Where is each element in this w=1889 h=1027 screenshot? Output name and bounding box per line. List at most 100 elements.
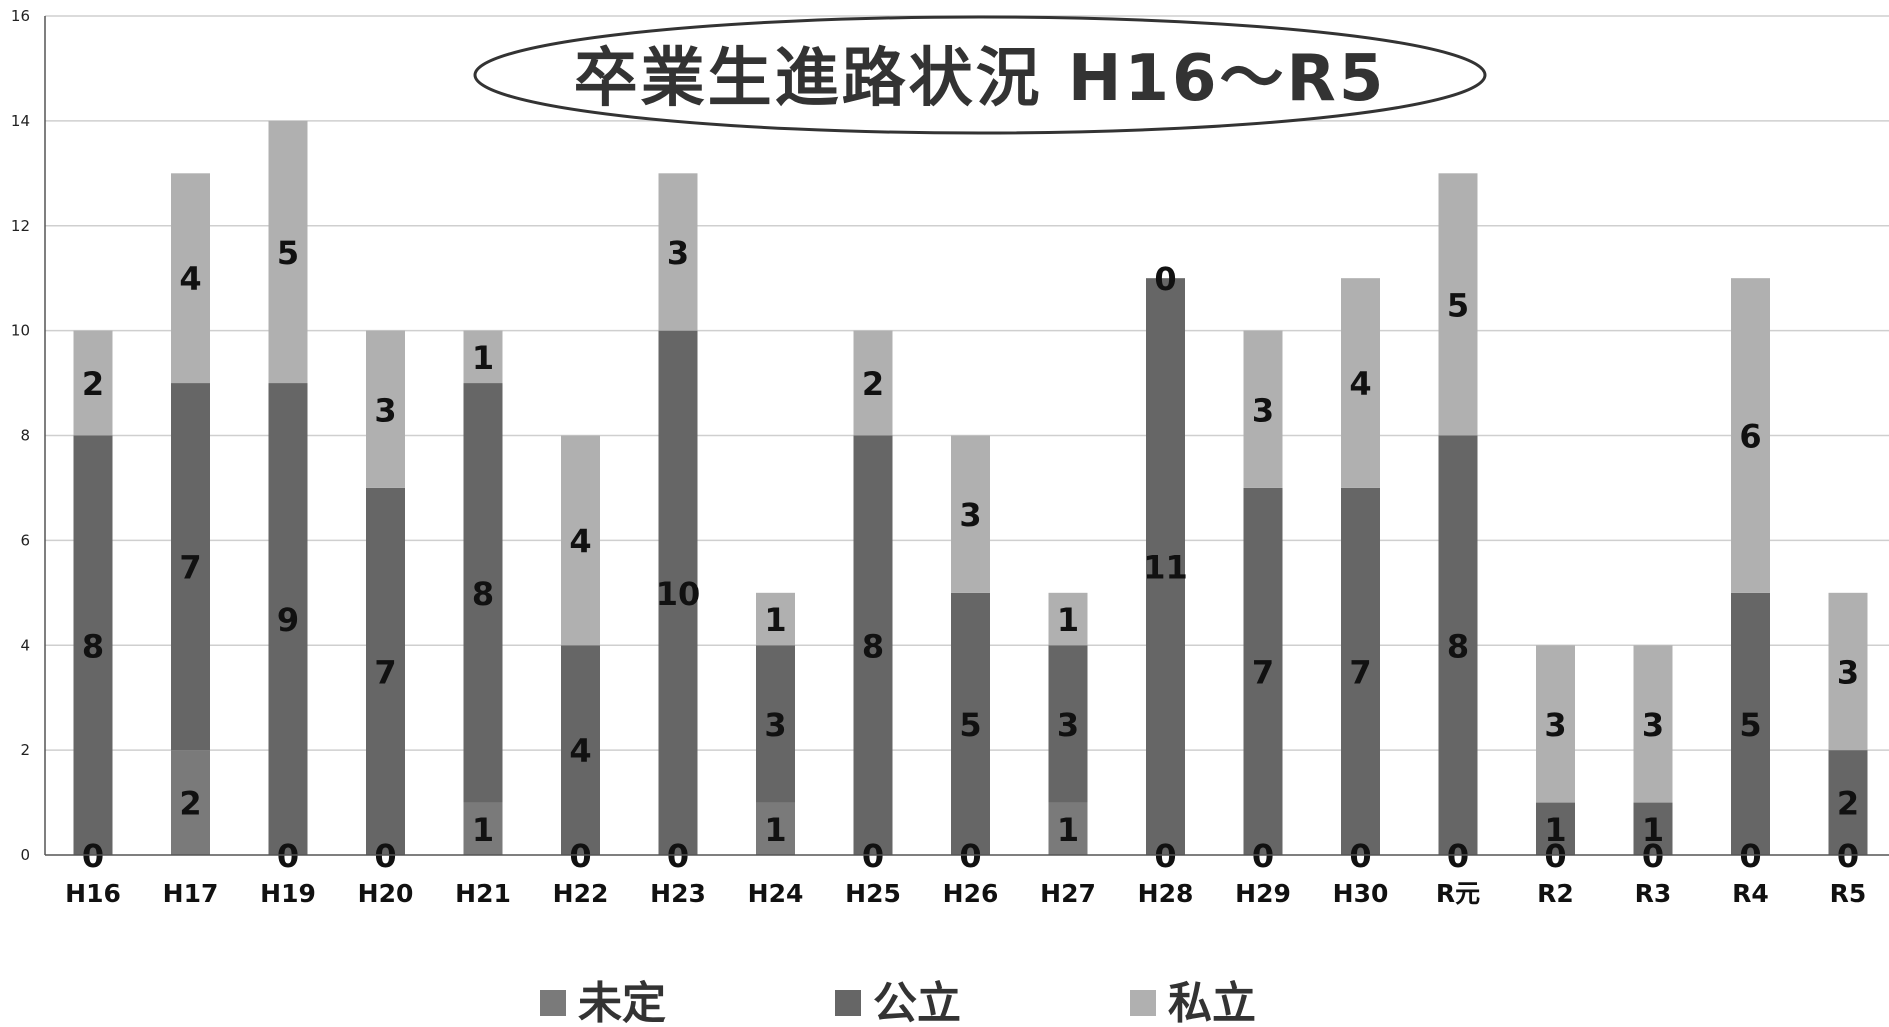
data-label: 0 [277, 837, 299, 875]
data-label: 0 [1642, 837, 1664, 875]
data-label: 1 [764, 601, 786, 639]
legend-label: 公立 [873, 978, 961, 1023]
x-tick-label: H24 [748, 879, 804, 908]
bar-segment-公立 [1146, 278, 1185, 855]
bar-segment-公立 [1633, 802, 1673, 855]
bar-segment-公立 [756, 645, 795, 803]
bar-segment-公立 [463, 383, 503, 803]
bar-segment-公立 [73, 435, 113, 855]
bar-segment-私立 [1828, 592, 1868, 751]
x-tick-label: H30 [1333, 879, 1389, 908]
data-label: 0 [1739, 837, 1761, 875]
x-tick-label: H17 [163, 879, 219, 908]
value-labels-layer: 0822740950731810440103131082053131011007… [82, 234, 1859, 875]
data-label: 11 [1143, 549, 1188, 587]
bar-segment-公立 [658, 330, 698, 855]
y-tick-label: 4 [20, 636, 30, 654]
data-label: 8 [862, 627, 884, 665]
y-tick-label: 2 [20, 741, 30, 759]
data-label: 5 [1739, 706, 1761, 744]
y-tick-label: 10 [11, 322, 30, 340]
bar-segment-私立 [561, 435, 600, 646]
data-label: 0 [667, 837, 689, 875]
bar-segment-未定 [1048, 802, 1088, 855]
chart-title: 卒業生進路状況 H16～R5 [574, 42, 1387, 116]
bar-segment-私立 [1243, 330, 1283, 488]
bar-segment-私立 [73, 330, 113, 436]
data-label: 1 [1057, 601, 1079, 639]
legend-swatch [1130, 990, 1156, 1016]
chart-title-group: 卒業生進路状況 H16～R5 [473, 15, 1487, 135]
bar-segment-私立 [756, 592, 795, 646]
y-tick-label: 6 [20, 531, 30, 549]
x-tick-label: R5 [1830, 879, 1867, 908]
legend-label: 私立 [1168, 978, 1256, 1023]
data-label: 4 [1349, 365, 1371, 403]
x-tick-label: R元 [1436, 879, 1480, 908]
data-label: 8 [472, 575, 494, 613]
bar-segment-私立 [658, 173, 698, 331]
data-label: 0 [374, 837, 396, 875]
data-label: 3 [667, 234, 689, 272]
bar-segment-公立 [171, 383, 210, 751]
data-label: 4 [569, 732, 591, 770]
bar-segment-公立 [1536, 802, 1575, 855]
data-label: 0 [862, 837, 884, 875]
data-label: 3 [374, 391, 396, 429]
data-label: 0 [1837, 837, 1859, 875]
bar-segment-公立 [1243, 487, 1283, 855]
data-label: 1 [1057, 811, 1079, 849]
data-label: 1 [1642, 811, 1664, 849]
data-label: 1 [764, 811, 786, 849]
data-label: 2 [82, 365, 104, 403]
bar-segment-私立 [1633, 645, 1673, 803]
bar-segment-公立 [951, 592, 990, 855]
data-label: 0 [569, 837, 591, 875]
x-tick-label: H23 [650, 879, 706, 908]
data-label: 1 [472, 339, 494, 377]
bar-segment-公立 [1048, 645, 1088, 803]
x-tick-label: H20 [358, 879, 414, 908]
bar-segment-未定 [171, 750, 210, 855]
bar-segment-私立 [1438, 173, 1478, 436]
x-tick-label: H27 [1040, 879, 1096, 908]
data-label: 1 [472, 811, 494, 849]
x-tick-label: H16 [65, 879, 121, 908]
x-tick-label: R4 [1732, 879, 1769, 908]
data-label: 3 [1642, 706, 1664, 744]
bar-segment-未定 [756, 802, 795, 855]
bar-segment-私立 [366, 330, 405, 488]
bar-segment-私立 [1341, 278, 1380, 488]
data-label: 7 [1349, 653, 1371, 691]
data-label: 2 [862, 365, 884, 403]
y-tick-label: 0 [20, 846, 30, 864]
y-tick-label: 8 [20, 427, 30, 445]
bar-segment-私立 [1536, 645, 1575, 803]
data-label: 0 [1544, 837, 1566, 875]
x-tick-label: H28 [1138, 879, 1194, 908]
data-label: 3 [1252, 391, 1274, 429]
data-label: 0 [959, 837, 981, 875]
data-label: 3 [1057, 706, 1079, 744]
bar-segment-公立 [1341, 487, 1380, 855]
data-label: 5 [1447, 286, 1469, 324]
data-label: 4 [179, 260, 201, 298]
data-label: 0 [82, 837, 104, 875]
bar-segment-公立 [366, 487, 405, 855]
bar-segment-公立 [1828, 750, 1868, 855]
bar-segment-私立 [463, 330, 503, 384]
data-label: 5 [277, 234, 299, 272]
bar-segment-私立 [1048, 592, 1088, 646]
bar-segment-公立 [1731, 592, 1770, 855]
bar-segment-公立 [561, 645, 600, 855]
bar-segment-私立 [268, 120, 308, 384]
x-tick-label: H21 [455, 879, 511, 908]
y-tick-label: 16 [11, 7, 30, 25]
data-label: 7 [1252, 653, 1274, 691]
x-tick-label: H25 [845, 879, 901, 908]
x-tick-label: R2 [1537, 879, 1574, 908]
data-label: 0 [1349, 837, 1371, 875]
bar-segment-私立 [171, 173, 210, 384]
